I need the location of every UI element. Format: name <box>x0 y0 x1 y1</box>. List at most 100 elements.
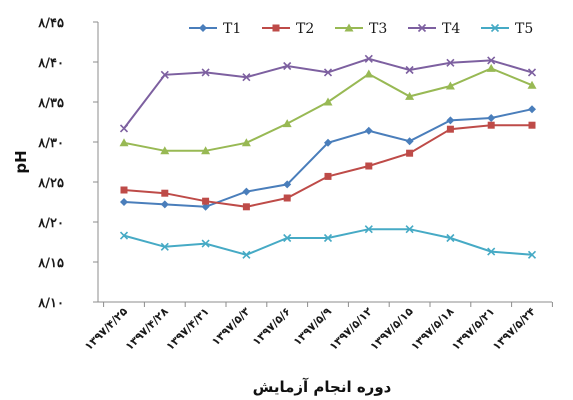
data-point <box>199 24 207 32</box>
y-tick-label: ۸/۲۵ <box>37 176 64 191</box>
y-tick-label: ۸/۳۵ <box>37 96 64 111</box>
data-point <box>527 250 537 259</box>
data-point <box>242 187 251 196</box>
data-point <box>323 97 333 106</box>
data-point <box>283 180 292 189</box>
legend-label: T4 <box>442 21 460 37</box>
x-tick-label: ۱۳۹۷/۴/۳۱ <box>164 305 212 353</box>
data-point <box>242 250 251 259</box>
data-point <box>241 138 251 147</box>
data-point <box>364 69 374 78</box>
x-tick-labels: ۱۳۹۷/۴/۲۵۱۳۹۷/۴/۲۸۱۳۹۷/۴/۳۱۱۳۹۷/۵/۳۱۳۹۷/… <box>82 305 538 353</box>
data-point <box>160 70 169 79</box>
y-tick-label: ۸/۲۰ <box>37 216 64 231</box>
data-point <box>160 146 170 155</box>
x-tick-label: ۱۳۹۷/۵/۶ <box>250 305 293 348</box>
data-point <box>405 137 414 146</box>
legend-label: T1 <box>223 21 241 37</box>
legend-label: T3 <box>369 21 387 37</box>
x-axis-title: دوره انجام آزمایش <box>253 378 392 396</box>
data-point <box>282 119 292 128</box>
data-point <box>201 68 210 77</box>
series-t1 <box>120 105 536 211</box>
legend-label: T2 <box>296 21 314 37</box>
legend-item-t1: T1 <box>189 21 241 37</box>
series-t4 <box>119 54 537 133</box>
series-line <box>123 67 533 152</box>
data-point <box>487 56 496 65</box>
data-point <box>283 233 292 243</box>
x-tick-label: ۱۳۹۷/۵/۱۸ <box>408 305 456 353</box>
data-point <box>417 23 427 33</box>
legend-item-t5: T5 <box>481 21 533 37</box>
data-point <box>487 247 496 256</box>
data-point <box>490 23 500 33</box>
data-point <box>405 91 415 100</box>
x-tick-label: ۱۳۹۷/۵/۳ <box>209 305 253 349</box>
data-point <box>242 203 250 211</box>
legend: T1 T2 T3 T4 T5 <box>189 21 533 37</box>
y-tick-label: ۸/۱۰ <box>37 296 64 311</box>
data-point <box>365 162 373 170</box>
x-tick-label: ۱۳۹۷/۴/۲۵ <box>82 305 130 353</box>
data-point <box>487 121 495 129</box>
data-point <box>406 149 414 157</box>
data-point <box>119 138 129 147</box>
data-point <box>323 68 333 77</box>
series-t2 <box>120 121 536 211</box>
x-tick-label: ۱۳۹۷/۴/۲۸ <box>123 305 171 353</box>
y-tick-label: ۸/۳۰ <box>37 136 64 151</box>
data-point <box>364 126 373 135</box>
y-tick-label: ۸/۱۵ <box>37 256 64 271</box>
data-point <box>405 65 414 75</box>
data-point <box>528 121 536 129</box>
data-point <box>445 81 455 90</box>
data-point <box>119 124 129 133</box>
series-line <box>123 108 533 208</box>
data-point <box>344 23 354 32</box>
data-point <box>323 233 333 243</box>
x-tick-label: ۱۳۹۷/۵/۲۴ <box>490 305 538 353</box>
series-line <box>123 228 533 256</box>
data-point <box>283 61 292 71</box>
series-lines <box>119 54 537 259</box>
data-point <box>446 233 455 243</box>
x-tick-label: ۱۳۹۷/۵/۱۲ <box>327 305 375 353</box>
data-point <box>283 194 291 202</box>
y-tick-label: ۸/۴۰ <box>37 56 64 71</box>
legend-item-t3: T3 <box>335 21 387 37</box>
data-point <box>201 239 210 248</box>
data-point <box>527 68 537 77</box>
x-tick-label: ۱۳۹۷/۵/۲۱ <box>449 305 497 353</box>
data-point <box>527 80 537 89</box>
data-point <box>242 73 251 82</box>
series-line <box>123 124 532 208</box>
series-line <box>123 57 533 130</box>
legend-item-t4: T4 <box>408 21 460 37</box>
data-point <box>120 186 128 194</box>
data-point <box>324 138 332 147</box>
data-point <box>364 54 373 63</box>
data-point <box>486 63 496 72</box>
data-point <box>272 24 280 32</box>
y-tick-label: ۸/۴۵ <box>37 16 64 31</box>
series-t3 <box>119 63 537 155</box>
legend-label: T5 <box>515 21 533 37</box>
series-t5 <box>119 225 537 259</box>
y-axis-title: pH <box>12 150 30 173</box>
data-point <box>160 242 169 251</box>
data-point <box>446 58 455 67</box>
data-point <box>324 172 332 180</box>
y-tick-labels: ۸/۱۰ ۸/۱۵ ۸/۲۰ ۸/۲۵ ۸/۳۰ ۸/۳۵ ۸/۴۰ ۸/۴۵ <box>37 16 64 311</box>
data-point <box>487 114 496 122</box>
data-point <box>364 225 373 234</box>
legend-item-t2: T2 <box>262 21 314 37</box>
data-point <box>405 225 414 234</box>
data-point <box>202 197 210 205</box>
data-point <box>201 146 211 155</box>
data-point <box>528 105 536 114</box>
axes <box>93 21 553 307</box>
data-point <box>160 200 169 209</box>
